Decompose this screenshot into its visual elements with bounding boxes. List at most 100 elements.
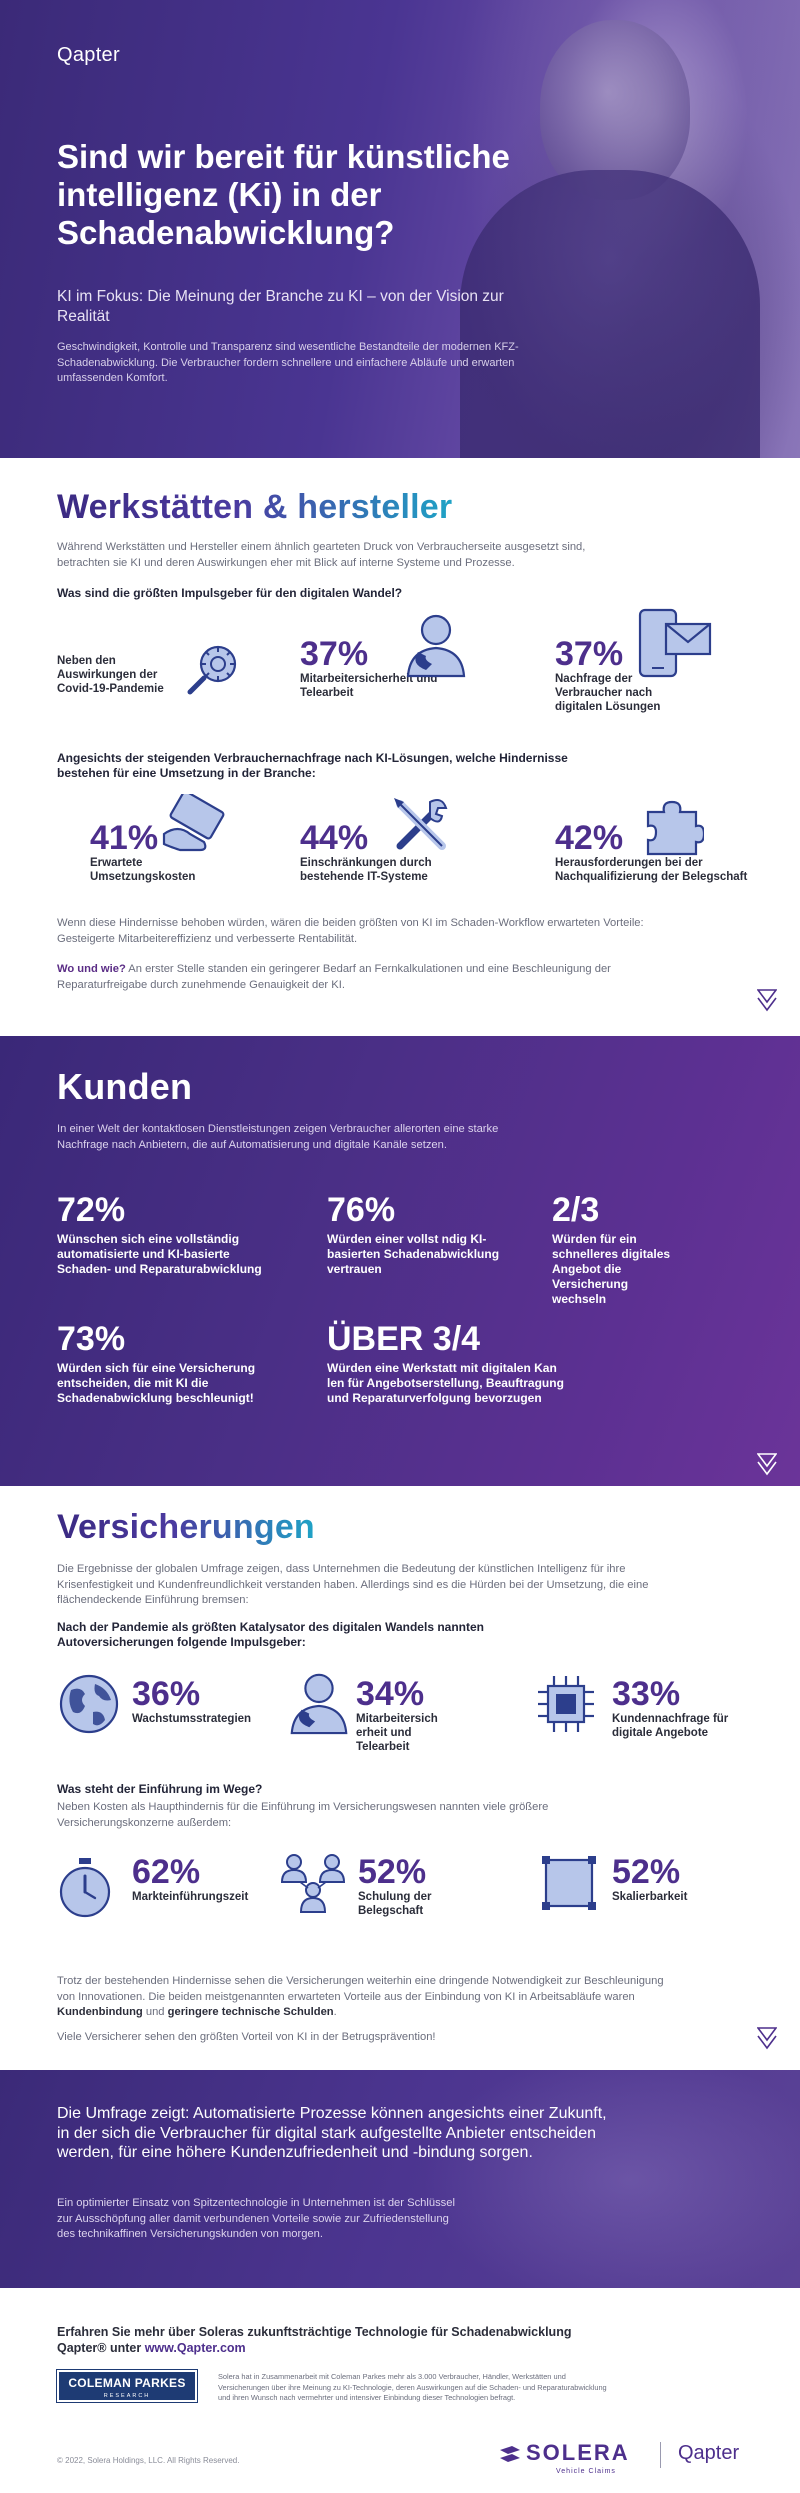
hero-photo-body — [460, 170, 760, 458]
stat-value: 33% — [612, 1675, 681, 1713]
workshops-barrier-3: 42% Herausforderungen bei der Nachqualif… — [555, 820, 785, 884]
workshops-section: Werkstätten & hersteller Während Werkstä… — [0, 458, 800, 1036]
customers-section: Kunden In einer Welt der kontaktlosen Di… — [0, 1036, 800, 1486]
stat-value: 34% — [356, 1675, 425, 1713]
solera-logo: SOLERA — [526, 2440, 630, 2465]
benefits-and: und — [142, 2006, 168, 2018]
workshops-question-barriers: Angesichts der steigenden Verbrauchernac… — [57, 751, 568, 780]
partner-sub: RESEARCH — [103, 2393, 151, 2399]
workshops-title: Werkstätten & hersteller — [57, 488, 453, 526]
conclusion-background — [420, 2070, 800, 2288]
stat-value: 44% — [300, 819, 369, 857]
card-hand-icon — [160, 794, 232, 856]
insurers-driver-3: 33% Kundennachfrage für digitale Angebot… — [612, 1676, 742, 1740]
customers-stat-5: ÜBER 3/4 Würden eine Werkstatt mit digit… — [327, 1321, 577, 1406]
globe-icon — [57, 1672, 121, 1736]
benefit-customer-loyalty: Kundenbindung — [57, 2006, 143, 2018]
solera-logo-icon — [498, 2444, 522, 2464]
stat-label: Nachfrage der Verbraucher nach digitalen… — [555, 673, 661, 713]
insurers-question-barriers: Was steht der Einführung im Wege? — [57, 1782, 263, 1796]
workshops-where-how-note: Wo und wie? An erster Stelle standen ein… — [57, 962, 667, 993]
workshops-barrier-2: 44% Einschränkungen durch bestehende IT-… — [300, 820, 460, 884]
hero-subtitle: KI im Fokus: Die Meinung der Branche zu … — [57, 288, 504, 325]
chevron-down-icon — [756, 988, 778, 1012]
insurers-barrier-1: 62% Markteinführungszeit — [132, 1854, 282, 1904]
customers-stat-4: 73% Würden sich für eine Versicherung en… — [57, 1321, 297, 1406]
stat-value: 76% — [327, 1191, 396, 1229]
cta-text: Erfahren Sie mehr über Soleras zukunftst… — [57, 2325, 572, 2355]
stat-value: ÜBER 3/4 — [327, 1320, 481, 1358]
workshops-barrier-1: 41% Erwartete Umsetzungskosten — [90, 820, 240, 884]
insurers-barrier-2: 52% Schulung der Belegschaft — [358, 1854, 478, 1918]
insurers-description: Die Ergebnisse der globalen Umfrage zeig… — [57, 1563, 649, 1606]
chevron-down-icon — [756, 1452, 778, 1476]
stat-value: 37% — [555, 635, 624, 673]
phone-mail-icon — [636, 608, 716, 680]
workshops-benefits-note: Wenn diese Hindernisse behoben würden, w… — [57, 917, 644, 945]
stat-label: Würden für ein schnelleres digitales Ang… — [552, 1232, 671, 1306]
stat-label: Würden eine Werkstatt mit digitalen Kan … — [327, 1361, 564, 1405]
stat-label: Herausforderungen bei der Nachqualifizie… — [555, 857, 748, 883]
stat-value: 42% — [555, 819, 624, 857]
stat-label: Kundennachfrage für digitale Angebote — [612, 1713, 729, 1739]
insurers-barriers-description: Neben Kosten als Haupthindernis für die … — [57, 1801, 549, 1829]
survey-note: Solera hat in Zusammenarbeit mit Coleman… — [218, 2372, 607, 2402]
insurers-question-drivers: Nach der Pandemie als größten Katalysato… — [57, 1620, 484, 1649]
qapter-footer-logo: Qapter — [678, 2442, 740, 2464]
workshops-description: Während Werkstätten und Hersteller einem… — [57, 541, 586, 569]
insurers-barrier-3: 52% Skalierbarkeit — [612, 1854, 742, 1904]
copyright: © 2022, Solera Holdings, LLC. All Rights… — [57, 2456, 240, 2465]
where-how-lead: Wo und wie? — [57, 963, 126, 975]
tools-icon — [390, 794, 452, 856]
hero-intro: Geschwindigkeit, Kontrolle und Transpare… — [57, 341, 519, 384]
hero-section: Qapter Sind wir bereit für künstliche in… — [0, 0, 800, 458]
workshops-driver-1: Neben den Auswirkungen der Covid-19-Pand… — [57, 654, 187, 696]
stat-label: Erwartete Umsetzungskosten — [90, 857, 196, 883]
chevron-down-icon — [756, 2026, 778, 2050]
stat-label: Skalierbarkeit — [612, 1891, 688, 1903]
people-icon — [278, 1852, 348, 1918]
customers-stat-2: 76% Würden einer vollst ndig KI-basierte… — [327, 1192, 537, 1277]
conclusion-headline: Die Umfrage zeigt: Automatisierte Prozes… — [57, 2105, 607, 2161]
customers-stat-1: 72% Wünschen sich eine vollständig autom… — [57, 1192, 267, 1277]
chip-icon — [534, 1672, 598, 1736]
stat-value: 37% — [300, 635, 369, 673]
benefits-text: Trotz der bestehenden Hindernisse sehen … — [57, 1975, 664, 2003]
stat-value: 52% — [358, 1853, 427, 1891]
stat-label: Wachstumsstrategien — [132, 1713, 252, 1725]
stat-value: 62% — [132, 1853, 201, 1891]
insurers-driver-1: 36% Wachstumsstrategien — [132, 1676, 282, 1726]
stat-value: 73% — [57, 1320, 126, 1358]
workshops-driver-2: 37% Mitarbeitersicherheit und Telearbeit — [300, 636, 450, 700]
insurers-title: Versicherungen — [57, 1508, 315, 1546]
stat-label: Einschränkungen durch bestehende IT-Syst… — [300, 857, 432, 883]
stat-label: Neben den Auswirkungen der Covid-19-Pand… — [57, 655, 164, 695]
conclusion-text: Ein optimierter Einsatz von Spitzentechn… — [57, 2197, 455, 2240]
where-how-text: An erster Stelle standen ein geringerer … — [57, 963, 611, 991]
stat-label: Mitarbeitersich erheit und Telearbeit — [356, 1713, 438, 1753]
workshops-question-drivers: Was sind die größten Impulsgeber für den… — [57, 586, 403, 600]
benefits-end: . — [333, 2006, 337, 2018]
stat-value: 52% — [612, 1853, 681, 1891]
customers-description: In einer Welt der kontaktlosen Dienstlei… — [57, 1123, 499, 1151]
workshops-driver-3: 37% Nachfrage der Verbraucher nach digit… — [555, 636, 685, 714]
insurers-benefits-note: Trotz der bestehenden Hindernisse sehen … — [57, 1974, 677, 2021]
coleman-parkes-logo: COLEMAN PARKES RESEARCH — [56, 2369, 198, 2403]
insurers-fraud-note: Viele Versicherer sehen den größten Vort… — [57, 2031, 436, 2043]
stat-label: Würden einer vollst ndig KI-basierten Sc… — [327, 1232, 500, 1276]
person-headset-icon — [284, 1666, 354, 1738]
customers-title: Kunden — [57, 1066, 193, 1107]
puzzle-icon — [644, 798, 704, 856]
stat-value: 41% — [90, 819, 159, 857]
benefit-tech-debt: geringere technische Schulden — [167, 2006, 334, 2018]
insurers-driver-2: 34% Mitarbeitersich erheit und Telearbei… — [356, 1676, 466, 1754]
person-headset-icon — [400, 608, 472, 680]
scale-square-icon — [540, 1854, 598, 1912]
footer-section: Erfahren Sie mehr über Soleras zukunftst… — [0, 2288, 800, 2493]
stat-value: 2/3 — [552, 1191, 600, 1229]
conclusion-section: Die Umfrage zeigt: Automatisierte Prozes… — [0, 2070, 800, 2288]
solera-tagline: Vehicle Claims — [556, 2468, 616, 2475]
qapter-link[interactable]: www.Qapter.com — [144, 2341, 246, 2355]
virus-magnifier-icon — [182, 638, 244, 700]
